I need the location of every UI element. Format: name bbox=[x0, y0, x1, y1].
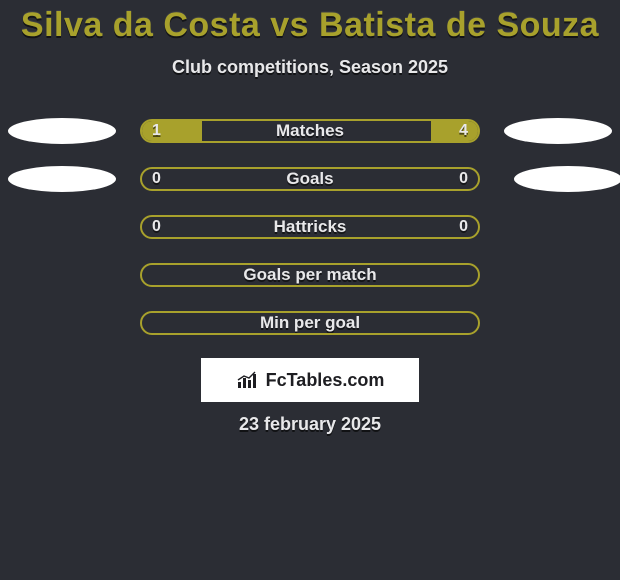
brand-card: FcTables.com bbox=[201, 358, 419, 402]
stat-bar: Goals per match bbox=[140, 263, 480, 287]
stat-row: 0 Goals 0 bbox=[0, 166, 620, 192]
footer-date: 23 february 2025 bbox=[0, 414, 620, 435]
stat-value-left: 1 bbox=[152, 121, 161, 141]
page-subtitle: Club competitions, Season 2025 bbox=[0, 57, 620, 78]
stat-label: Min per goal bbox=[142, 313, 478, 333]
stat-bar: 0 Hattricks 0 bbox=[140, 215, 480, 239]
stat-row: 1 Matches 4 bbox=[0, 118, 620, 144]
stat-bar: Min per goal bbox=[140, 311, 480, 335]
page-title: Silva da Costa vs Batista de Souza bbox=[0, 6, 620, 45]
brand-logo: FcTables.com bbox=[236, 370, 385, 391]
stat-label: Goals per match bbox=[142, 265, 478, 285]
stat-bar: 1 Matches 4 bbox=[140, 119, 480, 143]
brand-text: FcTables.com bbox=[266, 370, 385, 391]
flag-spacer bbox=[8, 310, 116, 336]
flag-spacer bbox=[504, 262, 612, 288]
stat-value-right: 0 bbox=[459, 217, 468, 237]
player-right-flag bbox=[504, 118, 612, 144]
stat-row: Min per goal bbox=[0, 310, 620, 336]
stat-bar: 0 Goals 0 bbox=[140, 167, 480, 191]
stat-value-right: 4 bbox=[459, 121, 468, 141]
flag-spacer bbox=[8, 214, 116, 240]
stat-value-right: 0 bbox=[459, 169, 468, 189]
player-left-flag bbox=[8, 166, 116, 192]
stat-row: Goals per match bbox=[0, 262, 620, 288]
stat-label: Goals bbox=[142, 169, 478, 189]
stat-label: Hattricks bbox=[142, 217, 478, 237]
barchart-icon bbox=[236, 370, 262, 390]
bar-fill-right bbox=[431, 121, 478, 141]
flag-spacer bbox=[504, 214, 612, 240]
stat-value-left: 0 bbox=[152, 169, 161, 189]
stat-value-left: 0 bbox=[152, 217, 161, 237]
flag-spacer bbox=[8, 262, 116, 288]
player-right-flag bbox=[514, 166, 620, 192]
player-left-flag bbox=[8, 118, 116, 144]
comparison-infographic: Silva da Costa vs Batista de Souza Club … bbox=[0, 0, 620, 435]
flag-spacer bbox=[504, 310, 612, 336]
stat-row: 0 Hattricks 0 bbox=[0, 214, 620, 240]
